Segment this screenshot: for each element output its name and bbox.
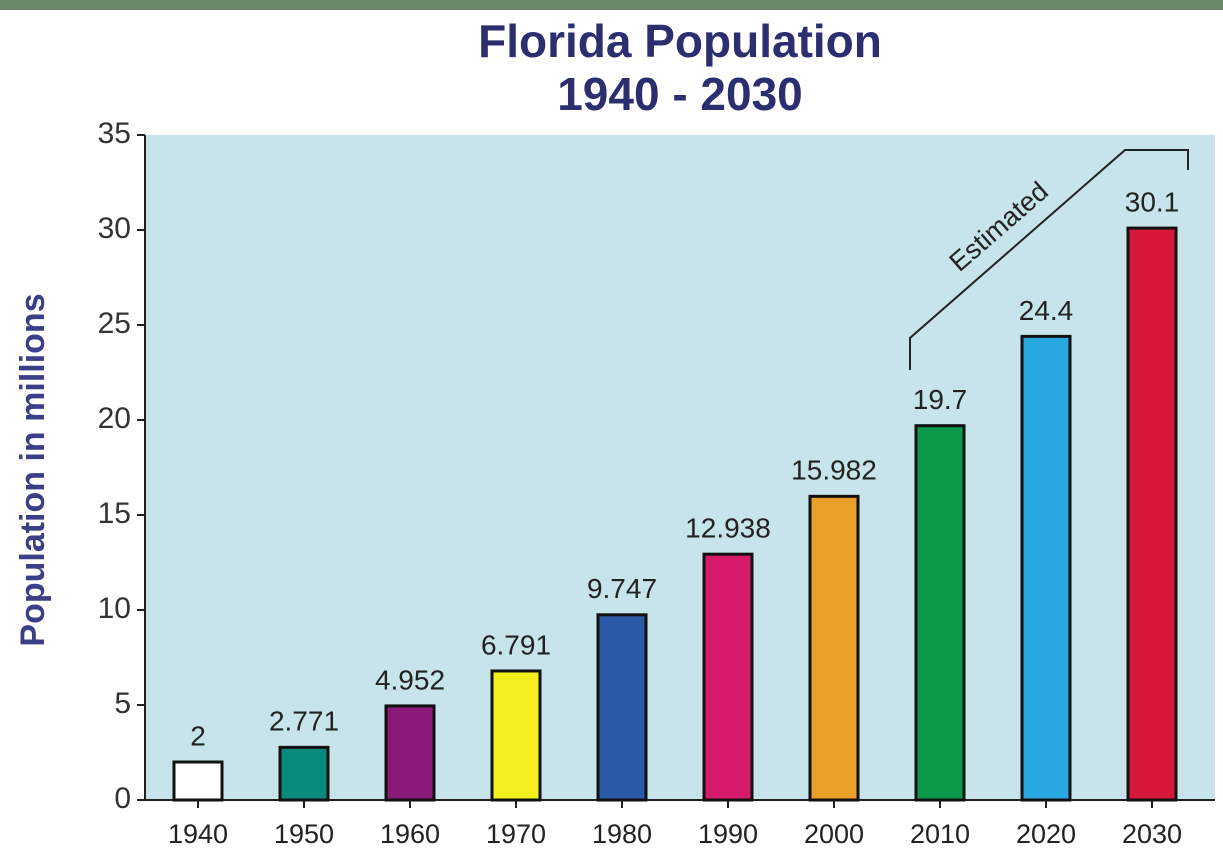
value-label: 4.952 <box>375 664 445 695</box>
bar <box>278 745 330 802</box>
value-label: 24.4 <box>1019 295 1074 326</box>
value-label: 12.938 <box>685 513 771 544</box>
y-tick-label: 20 <box>98 402 131 435</box>
x-tick-label: 2000 <box>804 819 864 849</box>
bar <box>384 704 436 802</box>
x-tick-label: 2010 <box>910 819 970 849</box>
y-tick-label: 10 <box>98 592 131 625</box>
value-label: 19.7 <box>913 384 968 415</box>
y-tick-label: 5 <box>114 687 131 720</box>
bar <box>1126 226 1178 802</box>
x-tick-label: 1940 <box>168 819 228 849</box>
value-label: 30.1 <box>1125 186 1180 217</box>
photo-strip <box>0 0 1223 10</box>
y-axis-label: Population in millions <box>14 293 52 646</box>
x-tick-label: 2030 <box>1122 819 1182 849</box>
x-tick-label: 1970 <box>486 819 546 849</box>
bar <box>596 613 648 802</box>
bar <box>1020 334 1072 802</box>
y-tick-label: 25 <box>98 307 131 340</box>
bar <box>914 424 966 802</box>
y-tick-label: 15 <box>98 497 131 530</box>
y-tick-label: 30 <box>98 212 131 245</box>
chart-title: Florida Population <box>478 15 882 67</box>
y-tick-label: 0 <box>114 782 131 815</box>
estimate-bracket <box>909 149 1189 370</box>
value-label: 9.747 <box>587 573 657 604</box>
value-label: 2.771 <box>269 706 339 737</box>
y-tick-label: 35 <box>98 117 131 150</box>
x-tick-label: 1980 <box>592 819 652 849</box>
x-tick-label: 1950 <box>274 819 334 849</box>
value-label: 6.791 <box>481 629 551 660</box>
bar <box>490 669 542 802</box>
bar <box>702 552 754 802</box>
x-tick-label: 1990 <box>698 819 758 849</box>
x-tick-label: 1960 <box>380 819 440 849</box>
x-tick-label: 2020 <box>1016 819 1076 849</box>
value-label: 2 <box>190 720 206 751</box>
chart-subtitle: 1940 - 2030 <box>557 68 803 120</box>
bar <box>808 494 860 802</box>
value-label: 15.982 <box>791 455 877 486</box>
bar <box>172 760 224 802</box>
